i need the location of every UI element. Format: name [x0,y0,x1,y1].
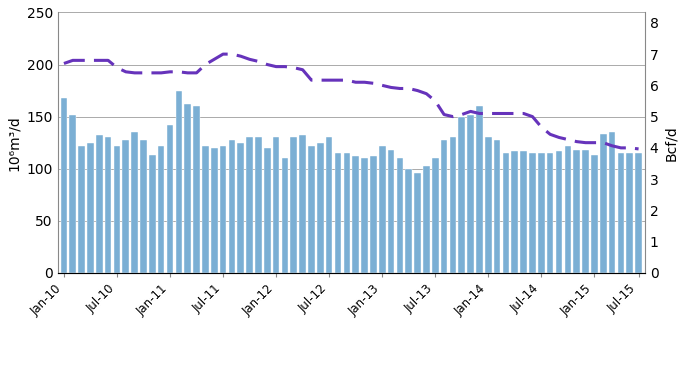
Bar [432,158,438,273]
Bar [317,143,323,273]
Bar [255,138,262,273]
Bar [600,134,606,273]
Bar [573,150,580,273]
Bar [530,153,536,273]
Bar [220,146,226,273]
Bar [87,143,94,273]
Bar [414,173,421,273]
Bar [449,138,456,273]
Bar [149,155,155,273]
Bar [326,138,332,273]
Bar [60,98,67,273]
Bar [96,135,103,273]
Bar [202,146,209,273]
Bar [582,150,589,273]
Bar [609,132,615,273]
Bar [132,132,138,273]
Bar [521,151,527,273]
Bar [166,125,173,273]
Bar [467,114,474,273]
Bar [308,146,315,273]
Bar [547,153,553,273]
Bar [158,146,164,273]
Y-axis label: 10⁶m³/d: 10⁶m³/d [7,115,21,171]
Bar [175,91,182,273]
Bar [264,148,271,273]
Bar [211,148,218,273]
Bar [114,146,121,273]
Bar [406,169,412,273]
Bar [78,146,85,273]
Bar [397,158,403,273]
Bar [485,138,492,273]
Bar [123,139,129,273]
Y-axis label: Bcf/d: Bcf/d [664,125,678,161]
Bar [503,153,509,273]
Bar [379,146,386,273]
Bar [556,151,562,273]
Legend: Throughput, Design Capability: Throughput, Design Capability [161,374,542,379]
Bar [273,138,279,273]
Bar [69,114,76,273]
Bar [635,153,642,273]
Bar [299,135,306,273]
Bar [184,104,191,273]
Bar [140,139,147,273]
Bar [343,153,350,273]
Bar [618,153,624,273]
Bar [238,143,244,273]
Bar [352,156,359,273]
Bar [494,139,501,273]
Bar [458,117,465,273]
Bar [105,138,112,273]
Bar [512,151,518,273]
Bar [229,139,235,273]
Bar [193,106,200,273]
Bar [423,166,429,273]
Bar [370,156,377,273]
Bar [335,153,341,273]
Bar [626,153,633,273]
Bar [282,158,288,273]
Bar [440,139,447,273]
Bar [290,138,297,273]
Bar [476,106,483,273]
Bar [388,150,395,273]
Bar [361,158,368,273]
Bar [564,146,571,273]
Bar [591,155,598,273]
Bar [247,138,253,273]
Bar [538,153,545,273]
